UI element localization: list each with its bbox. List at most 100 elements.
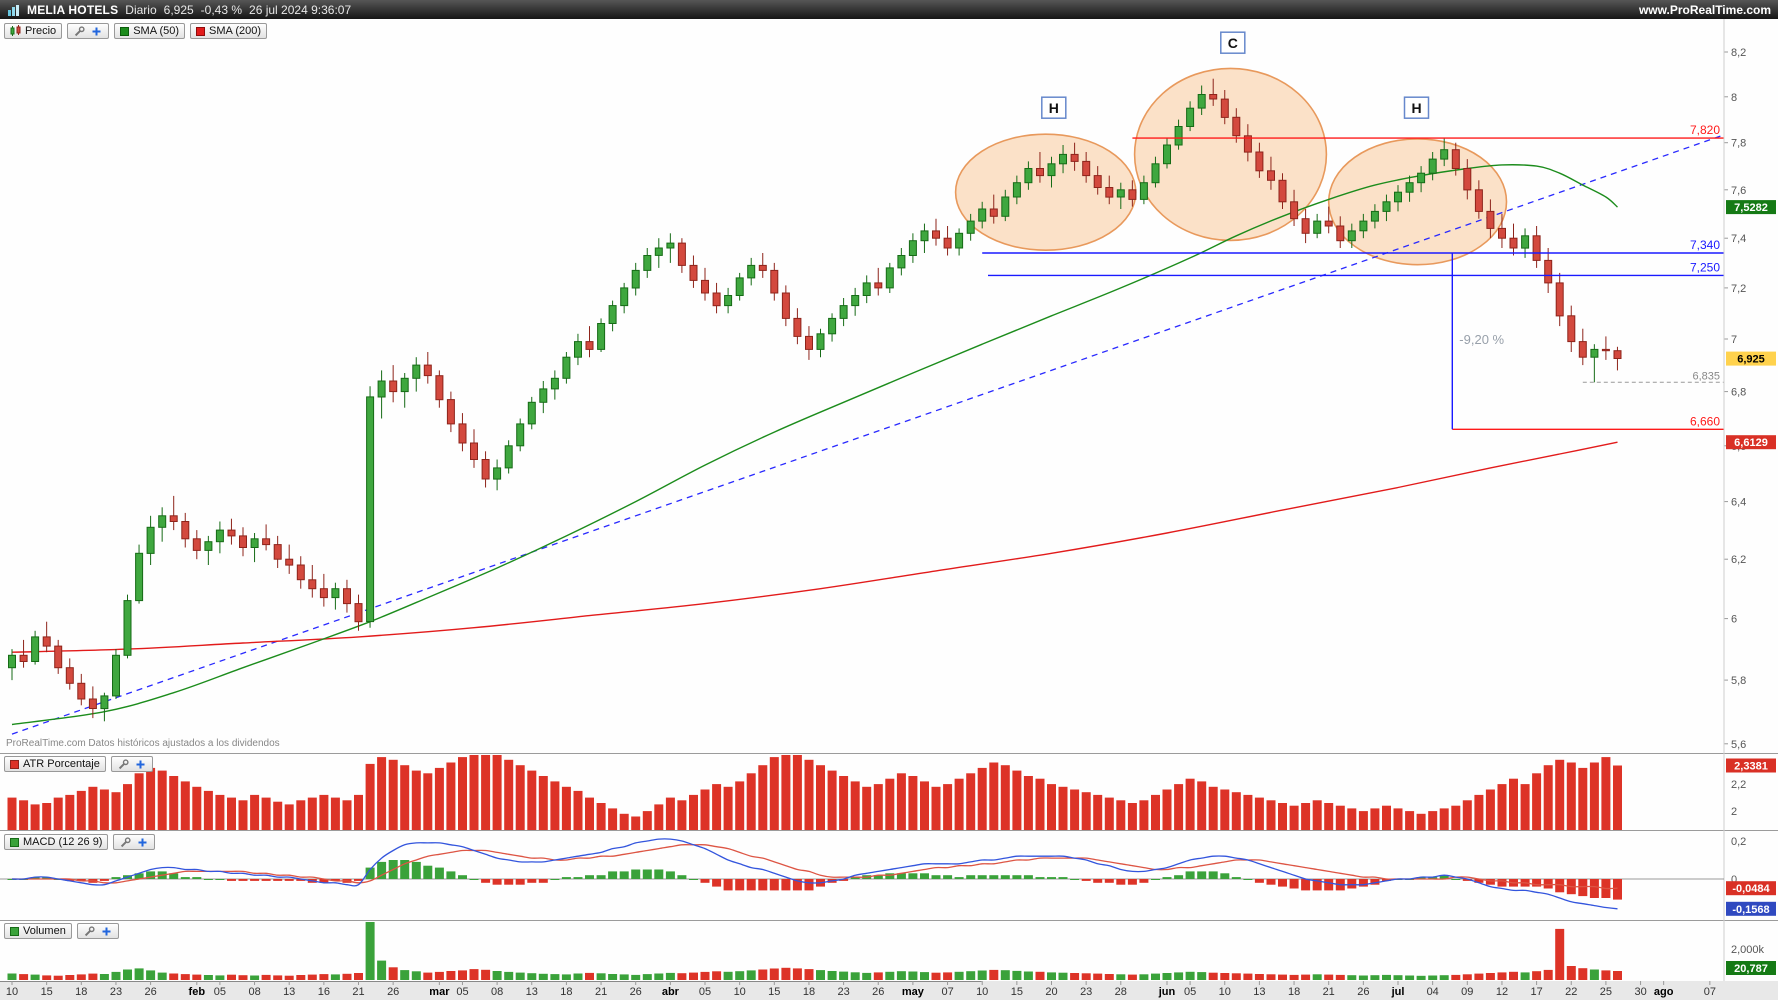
wrench-icon <box>121 836 132 847</box>
date-axis-tick: 30 <box>1634 986 1646 998</box>
volume-value-badge <box>1726 961 1776 975</box>
svg-text:20,787: 20,787 <box>1734 963 1768 975</box>
date-axis-tick: 05 <box>456 986 468 998</box>
date-axis-tick: 22 <box>1565 986 1577 998</box>
timeframe-label: Diario <box>125 2 157 17</box>
svg-text:2,3381: 2,3381 <box>1734 761 1768 773</box>
atr-pane: 2,2 2 2,3381 <box>7 755 1776 830</box>
level-price-label: 7,820 <box>1690 123 1720 137</box>
date-axis-tick: 28 <box>1115 986 1127 998</box>
date-axis-tick: 10 <box>6 986 18 998</box>
date-axis-tick: may <box>902 986 925 998</box>
date-axis-tick: 07 <box>1704 986 1716 998</box>
pattern-label-text: C <box>1228 35 1238 51</box>
atr-indicator-chip[interactable]: ATR Porcentaje <box>4 756 106 772</box>
macd-indicator-chip[interactable]: MACD (12 26 9) <box>4 834 109 850</box>
price-legend-row: Precio SMA (50) SMA (200) <box>4 23 268 39</box>
price-axis-tick: 7,8 <box>1731 138 1746 150</box>
price-axis-tick: 7 <box>1731 334 1737 346</box>
level-price-label: 7,340 <box>1690 238 1720 252</box>
plus-icon <box>92 27 101 35</box>
pattern-label-text: H <box>1049 100 1059 116</box>
pattern-label-box[interactable] <box>1041 96 1067 119</box>
volume-indicator-chip[interactable]: Volumen <box>4 923 72 939</box>
date-axis[interactable]: 10 15 18 23 26 feb 05 08 13 16 21 26 mar 05 08 13 18 21 26… <box>6 981 1716 998</box>
instrument-title: MELIA HOTELS <box>27 2 119 17</box>
date-axis-tick: 23 <box>837 986 849 998</box>
date-axis-tick: 12 <box>1496 986 1508 998</box>
volume-header-row: Volumen <box>4 923 119 939</box>
atr-axis-tick: 2 <box>1731 806 1737 818</box>
volume-add-button[interactable] <box>100 925 113 938</box>
atr-header-row: ATR Porcentaje <box>4 756 153 772</box>
volume-settings-wrench-button[interactable] <box>83 925 96 938</box>
sma50-color-swatch <box>120 26 130 36</box>
date-axis-tick: 18 <box>75 986 87 998</box>
macd-signal-line <box>12 844 1618 890</box>
sma50-legend-chip[interactable]: SMA (50) <box>114 23 186 39</box>
date-axis-tick: mar <box>429 986 450 998</box>
price-axis-tick: 5,6 <box>1731 739 1746 751</box>
date-axis-tick: 07 <box>941 986 953 998</box>
macd-add-button[interactable] <box>136 836 149 849</box>
wrench-icon <box>75 25 85 36</box>
macd-tools-chip <box>113 834 156 850</box>
sma50-legend-label: SMA (50) <box>133 25 180 37</box>
date-axis-tick: 17 <box>1530 986 1542 998</box>
volume-tools-chip <box>76 923 119 939</box>
atr-value-badge <box>1726 758 1776 773</box>
atr-settings-wrench-button[interactable] <box>117 758 130 771</box>
pattern-label-text: H <box>1411 100 1421 116</box>
macd-value-badge <box>1726 881 1776 896</box>
settings-wrench-button[interactable] <box>73 25 86 38</box>
svg-text:6,925: 6,925 <box>1737 354 1765 366</box>
date-axis-tick: 10 <box>1219 986 1231 998</box>
svg-text:-0,1568: -0,1568 <box>1732 904 1769 916</box>
macd-pane: 0,2 0-0,0484 -0,1568 <box>0 836 1776 916</box>
session-low-label: 6,835 <box>1692 370 1720 382</box>
date-axis-tick: 08 <box>248 986 260 998</box>
add-indicator-button[interactable] <box>90 25 103 38</box>
plus-icon <box>138 838 147 846</box>
date-axis-tick: 13 <box>526 986 538 998</box>
macd-indicator-label: MACD (12 26 9) <box>23 836 103 848</box>
atr-add-button[interactable] <box>134 758 147 771</box>
atr-indicator-label: ATR Porcentaje <box>23 758 100 770</box>
quote-datetime: 26 jul 2024 9:36:07 <box>249 2 352 17</box>
date-axis-tick: feb <box>189 986 206 998</box>
date-axis-tick: jul <box>1391 986 1405 998</box>
sma200-legend-chip[interactable]: SMA (200) <box>190 23 268 39</box>
sma200-line[interactable] <box>11 441 1618 653</box>
svg-text:7,5282: 7,5282 <box>1734 202 1768 214</box>
date-axis-tick: 10 <box>734 986 746 998</box>
price-legend-chip[interactable]: Precio <box>4 23 63 39</box>
date-axis-tick: 21 <box>595 986 607 998</box>
price-badge <box>1726 351 1776 366</box>
price-axis-tick: 6,2 <box>1731 554 1746 566</box>
date-axis-tick: 20 <box>1045 986 1057 998</box>
prorealtime-url: www.ProRealTime.com <box>1638 2 1771 17</box>
date-axis-tick: 08 <box>491 986 503 998</box>
price-axis-tick: 8 <box>1731 92 1737 104</box>
price-axis-tick: 6,8 <box>1731 387 1746 399</box>
price-axis-tick: 7,6 <box>1731 185 1746 197</box>
volume-indicator-label: Volumen <box>23 925 66 937</box>
price-pane: 7,820 7,340 7,250 6,660 -9,20 % 6,835 H C H 8,2 8 7… <box>8 31 1776 751</box>
title-bar-left: MELIA HOTELS Diario 6,925 -0,43 % 26 jul… <box>7 3 351 17</box>
macd-header-row: MACD (12 26 9) <box>4 834 156 850</box>
sma50-line[interactable] <box>11 164 1618 726</box>
price-axis-tick: 7,4 <box>1731 233 1746 245</box>
macd-settings-wrench-button[interactable] <box>119 836 132 849</box>
svg-text:6,6129: 6,6129 <box>1734 437 1768 449</box>
date-axis-tick: 15 <box>768 986 780 998</box>
wrench-icon <box>118 758 129 769</box>
trendline[interactable] <box>11 135 1722 735</box>
atr-axis-tick: 2,2 <box>1731 779 1746 791</box>
pattern-label-box[interactable] <box>1220 31 1246 54</box>
date-axis-tick: 13 <box>283 986 295 998</box>
date-axis-tick: 15 <box>41 986 53 998</box>
measure-percent-label: -9,20 % <box>1459 332 1504 347</box>
pattern-label-box[interactable] <box>1403 96 1430 119</box>
pattern-ellipse <box>1327 138 1508 266</box>
